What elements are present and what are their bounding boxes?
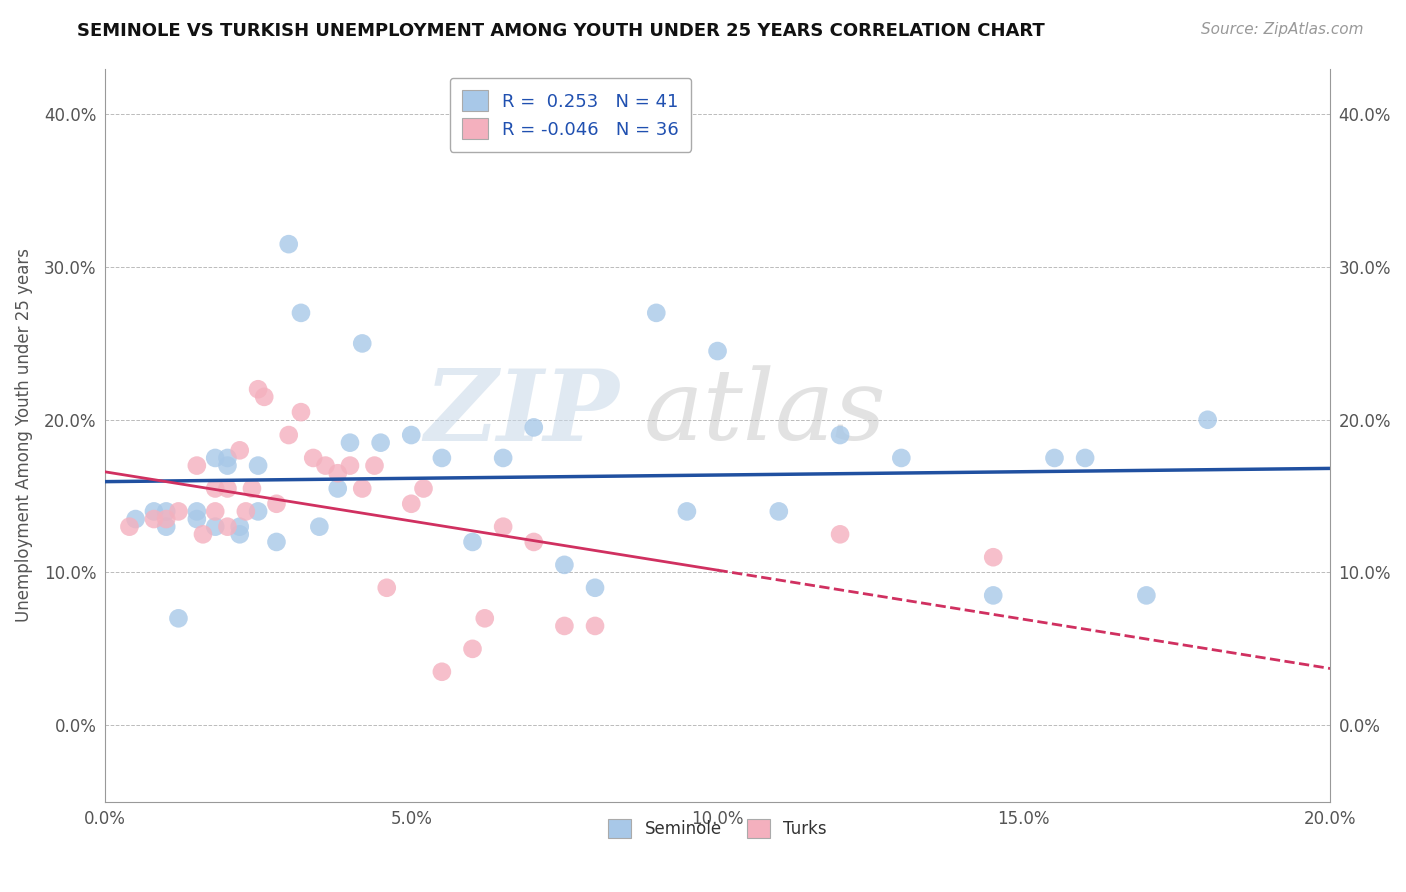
Point	[706, 344, 728, 359]
Point	[981, 550, 1004, 565]
Point	[492, 519, 515, 533]
Point	[228, 519, 250, 533]
Point	[645, 306, 668, 320]
Point	[474, 611, 496, 625]
Point	[204, 504, 226, 518]
Point	[217, 450, 239, 465]
Point	[326, 467, 349, 481]
Text: ZIP: ZIP	[425, 365, 620, 461]
Point	[308, 519, 330, 533]
Point	[339, 435, 361, 450]
Point	[583, 581, 606, 595]
Point	[266, 535, 288, 549]
Point	[277, 428, 299, 442]
Point	[290, 405, 312, 419]
Point	[186, 512, 208, 526]
Point	[253, 390, 276, 404]
Point	[399, 497, 422, 511]
Point	[240, 482, 263, 496]
Point	[1043, 450, 1066, 465]
Point	[142, 512, 165, 526]
Point	[247, 458, 270, 473]
Text: atlas: atlas	[644, 366, 887, 460]
Point	[118, 519, 141, 533]
Point	[461, 641, 484, 656]
Point	[217, 458, 239, 473]
Point	[370, 435, 392, 450]
Point	[326, 482, 349, 496]
Point	[553, 558, 575, 572]
Point	[1074, 450, 1097, 465]
Point	[235, 504, 257, 518]
Point	[204, 450, 226, 465]
Point	[302, 450, 325, 465]
Point	[828, 527, 851, 541]
Point	[412, 482, 434, 496]
Point	[676, 504, 699, 518]
Point	[430, 665, 453, 679]
Point	[204, 519, 226, 533]
Point	[461, 535, 484, 549]
Text: SEMINOLE VS TURKISH UNEMPLOYMENT AMONG YOUTH UNDER 25 YEARS CORRELATION CHART: SEMINOLE VS TURKISH UNEMPLOYMENT AMONG Y…	[77, 22, 1045, 40]
Point	[186, 504, 208, 518]
Text: Source: ZipAtlas.com: Source: ZipAtlas.com	[1201, 22, 1364, 37]
Point	[204, 482, 226, 496]
Point	[352, 482, 374, 496]
Point	[167, 611, 190, 625]
Point	[247, 504, 270, 518]
Point	[124, 512, 146, 526]
Point	[523, 535, 546, 549]
Point	[339, 458, 361, 473]
Point	[430, 450, 453, 465]
Point	[277, 237, 299, 252]
Point	[191, 527, 214, 541]
Point	[363, 458, 385, 473]
Point	[217, 519, 239, 533]
Point	[768, 504, 790, 518]
Point	[890, 450, 912, 465]
Point	[583, 619, 606, 633]
Point	[492, 450, 515, 465]
Point	[399, 428, 422, 442]
Point	[375, 581, 398, 595]
Point	[228, 443, 250, 458]
Point	[228, 527, 250, 541]
Point	[167, 504, 190, 518]
Point	[1197, 413, 1219, 427]
Y-axis label: Unemployment Among Youth under 25 years: Unemployment Among Youth under 25 years	[15, 248, 32, 622]
Point	[247, 382, 270, 396]
Point	[523, 420, 546, 434]
Point	[142, 504, 165, 518]
Point	[553, 619, 575, 633]
Point	[352, 336, 374, 351]
Point	[217, 482, 239, 496]
Legend: Seminole, Turks: Seminole, Turks	[602, 812, 834, 845]
Point	[266, 497, 288, 511]
Point	[155, 519, 177, 533]
Point	[314, 458, 336, 473]
Point	[186, 458, 208, 473]
Point	[828, 428, 851, 442]
Point	[981, 588, 1004, 602]
Point	[290, 306, 312, 320]
Point	[1135, 588, 1157, 602]
Point	[155, 504, 177, 518]
Point	[155, 512, 177, 526]
